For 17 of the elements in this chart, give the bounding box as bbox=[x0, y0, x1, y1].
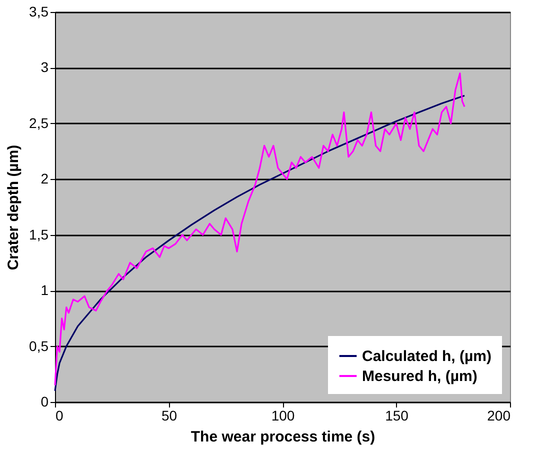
y-tick-label: 3 bbox=[40, 59, 49, 76]
x-tick-label: 200 bbox=[487, 408, 511, 424]
y-tick-label: 1 bbox=[40, 282, 49, 298]
x-tick-label: 0 bbox=[56, 408, 64, 424]
y-axis-title: Crater depth (µm) bbox=[5, 144, 22, 270]
y-tick-label: 2 bbox=[40, 170, 49, 187]
x-axis-title: The wear process time (s) bbox=[190, 428, 376, 446]
legend-label: Calculated h, (µm) bbox=[362, 348, 492, 365]
x-tick-label: 50 bbox=[161, 408, 178, 424]
y-tick-label: 1,5 bbox=[29, 226, 49, 242]
y-tick-label: 0 bbox=[40, 394, 49, 410]
x-tick-label: 100 bbox=[271, 408, 295, 424]
x-tick-label: 150 bbox=[385, 408, 409, 424]
legend-label: Mesured h, (µm) bbox=[362, 368, 478, 385]
y-tick-label: 3,5 bbox=[29, 4, 49, 20]
y-tick-label: 0,5 bbox=[29, 338, 49, 354]
y-tick-label: 2,5 bbox=[29, 114, 49, 131]
